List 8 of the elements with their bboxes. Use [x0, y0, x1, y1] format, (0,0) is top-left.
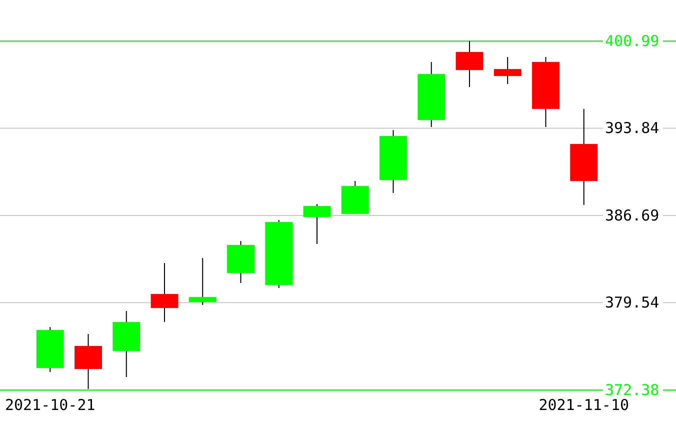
candlestick — [188, 258, 216, 306]
x-tick-label: 2021-11-10 — [538, 396, 630, 414]
y-tick-label: 379.54 — [605, 294, 660, 312]
y-tick-label: 393.84 — [605, 119, 660, 138]
x-tick-label: 2021-10-21 — [4, 396, 96, 414]
y-tick-label: 372.38 — [605, 381, 660, 399]
y-tick-label: 386.69 — [605, 206, 660, 224]
y-tick-label: 400.99 — [605, 32, 660, 50]
